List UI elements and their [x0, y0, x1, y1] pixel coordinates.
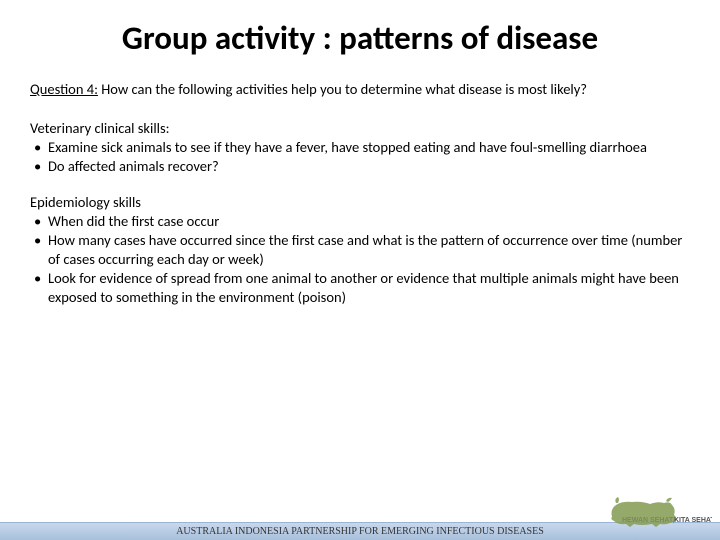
section-heading-epi: Epidemiology skills — [30, 193, 690, 212]
slide-title: Group activity : patterns of disease — [30, 18, 690, 58]
list-item: Do affected animals recover? — [30, 157, 690, 176]
slide-footer: HEWAN SEHAT, KITA SEHAT AUSTRALIA INDONE… — [0, 506, 720, 540]
logo-text-line1: HEWAN SEHAT, — [622, 517, 674, 524]
question-body: How can the following activities help yo… — [98, 80, 587, 98]
bullet-list-vet: Examine sick animals to see if they have… — [30, 138, 690, 176]
list-item: Examine sick animals to see if they have… — [30, 138, 690, 157]
list-item: Look for evidence of spread from one ani… — [30, 269, 690, 307]
question-label: Question 4: — [30, 80, 98, 98]
logo-text-line2: KITA SEHAT — [674, 517, 712, 524]
slide-container: Group activity : patterns of disease Que… — [0, 0, 720, 540]
footer-text: AUSTRALIA INDONESIA PARTNERSHIP FOR EMER… — [0, 526, 720, 537]
question-text: Question 4: How can the following activi… — [30, 80, 690, 99]
section-heading-vet: Veterinary clinical skills: — [30, 119, 690, 138]
list-item: How many cases have occurred since the f… — [30, 231, 690, 269]
bullet-list-epi: When did the first case occur How many c… — [30, 212, 690, 306]
list-item: When did the first case occur — [30, 212, 690, 231]
